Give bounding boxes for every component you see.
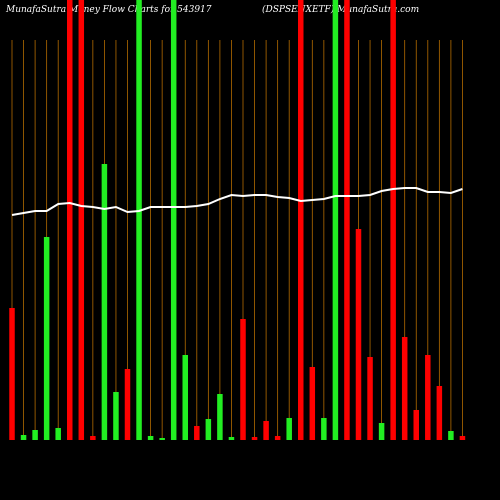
bar [355, 229, 362, 440]
line-layer [11, 187, 463, 216]
bar [378, 423, 385, 440]
bar [344, 0, 350, 440]
bar [194, 426, 200, 440]
bar [367, 357, 373, 440]
bars [9, 0, 466, 440]
bar [448, 431, 454, 440]
bar [274, 436, 281, 440]
bar [170, 0, 177, 440]
bar [67, 0, 73, 440]
bar [147, 436, 154, 440]
bar [9, 308, 15, 440]
bar [55, 428, 61, 440]
bar [43, 237, 50, 440]
bar [113, 392, 119, 440]
bar [413, 410, 419, 440]
bar [390, 0, 396, 440]
bar [217, 394, 223, 440]
bar [321, 418, 327, 440]
bar [136, 0, 142, 440]
bar [159, 438, 165, 440]
bar [240, 319, 246, 440]
bar [90, 436, 96, 440]
bar [228, 437, 235, 440]
bar [459, 436, 466, 440]
bar [401, 337, 408, 440]
bar [78, 0, 85, 440]
bar [332, 0, 339, 440]
bar [298, 0, 304, 440]
bar [101, 164, 108, 440]
bar [124, 369, 131, 440]
bar [251, 437, 258, 440]
bar [32, 430, 38, 440]
bar [20, 435, 27, 440]
chart-title: MunafaSutra Money Flow Charts for 543917 [5, 5, 212, 15]
chart-subtitle: (DSPSENXETF) MunafaSutra.com [262, 4, 419, 15]
bar [182, 355, 188, 440]
bar [205, 419, 212, 440]
bar [425, 355, 431, 440]
bar [263, 421, 269, 440]
price-line [11, 187, 463, 216]
bar [286, 418, 292, 440]
bar [436, 386, 443, 440]
bar [309, 367, 316, 440]
